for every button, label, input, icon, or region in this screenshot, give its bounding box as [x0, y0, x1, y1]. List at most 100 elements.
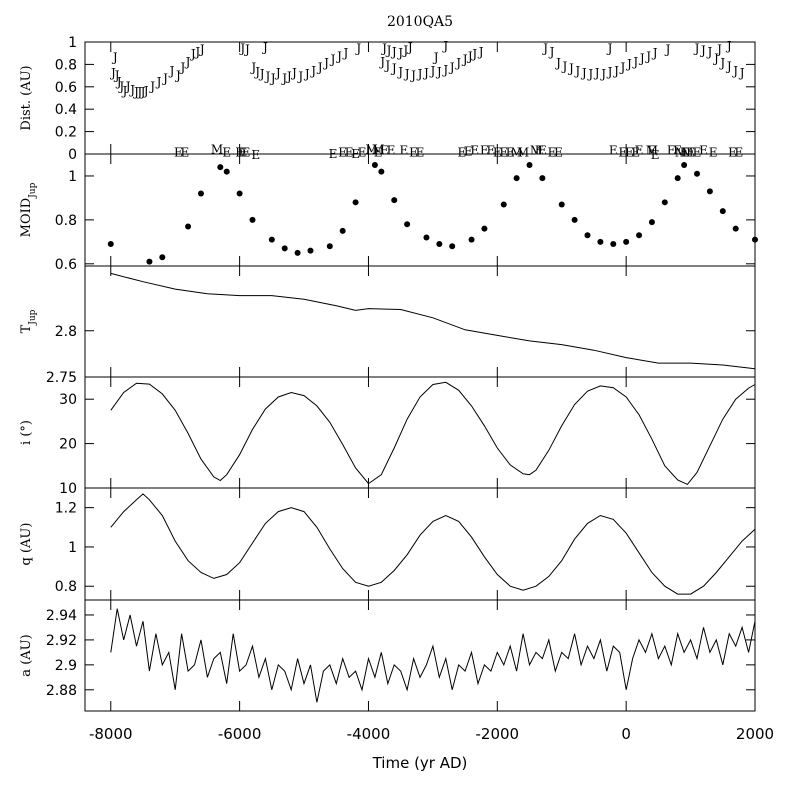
- encounter-marker-E: E: [699, 143, 708, 157]
- x-tick-label: -8000: [89, 725, 133, 743]
- encounter-marker-J: J: [155, 75, 162, 89]
- panel-q: 0.8 1 1.2 q (AU): [19, 487, 756, 601]
- encounter-marker-J: J: [396, 65, 403, 79]
- encounter-marker-E: E: [174, 146, 183, 160]
- encounter-marker-J: J: [303, 67, 310, 81]
- y-axis-label-subscript-moid: Jup: [28, 182, 38, 198]
- encounter-marker-E: E: [409, 146, 418, 160]
- y-axis-label-dist: Dist. (AU): [19, 65, 34, 130]
- encounter-marker-J: J: [406, 40, 413, 54]
- encounter-marker-J: J: [385, 44, 392, 58]
- data-point-moid: [223, 168, 230, 175]
- encounter-marker-J: J: [586, 67, 593, 81]
- encounter-marker-J: J: [296, 69, 303, 83]
- y-tick-label-dist: 0.8: [55, 57, 77, 73]
- y-axis-label-inc: i (°): [19, 420, 34, 445]
- encounter-marker-E: E: [235, 146, 244, 160]
- encounter-marker-J: J: [432, 50, 439, 64]
- encounter-marker-E: E: [345, 146, 354, 160]
- panel-frame-tjup: [84, 265, 756, 378]
- encounter-marker-J: J: [441, 39, 448, 53]
- encounter-marker-J: J: [428, 64, 435, 78]
- encounter-marker-E: E: [554, 146, 563, 160]
- x-tick-label: 0: [621, 725, 631, 743]
- data-point-moid: [371, 161, 378, 168]
- encounter-marker-J: J: [189, 47, 196, 61]
- encounter-marker-E: E: [416, 146, 425, 160]
- data-point-moid: [294, 249, 301, 256]
- encounter-marker-E: E: [506, 146, 515, 160]
- encounter-marker-E: E: [338, 146, 347, 160]
- x-tick-label: -2000: [476, 725, 520, 743]
- encounter-marker-J: J: [454, 56, 461, 70]
- y-axis-label-tjup: TJup: [19, 309, 38, 333]
- encounter-marker-E: E: [358, 146, 367, 160]
- y-tick-label-dist: 0: [68, 147, 77, 163]
- encounter-marker-J: J: [599, 67, 606, 81]
- encounter-marker-J: J: [111, 50, 118, 64]
- data-point-moid: [378, 168, 385, 175]
- y-tick-label-moid: 0.8: [55, 213, 77, 229]
- encounter-marker-J: J: [693, 41, 700, 55]
- encounter-marker-E: E: [374, 146, 383, 160]
- encounter-marker-E: E: [457, 146, 466, 160]
- encounter-marker-J: J: [541, 41, 548, 55]
- encounter-marker-E: E: [470, 143, 479, 157]
- encounter-marker-J: J: [316, 61, 323, 75]
- data-point-moid: [610, 241, 617, 248]
- data-point-moid: [558, 201, 565, 208]
- encounter-marker-J: J: [567, 62, 574, 76]
- panel-a: 2.88 2.9 2.92 2.94 a (AU): [19, 599, 756, 712]
- data-point-moid: [197, 190, 204, 197]
- data-point-moid: [719, 208, 726, 215]
- encounter-marker-J: J: [664, 43, 671, 57]
- encounter-marker-J: J: [184, 55, 191, 69]
- encounter-marker-E: E: [680, 146, 689, 160]
- data-point-moid: [623, 238, 630, 245]
- data-point-moid: [468, 236, 475, 243]
- encounter-marker-J: J: [335, 49, 342, 63]
- encounter-marker-J: J: [396, 46, 403, 60]
- encounter-marker-E: E: [609, 143, 618, 157]
- encounter-marker-E: E: [709, 146, 718, 160]
- x-tick-label: -6000: [218, 725, 262, 743]
- encounter-marker-J: J: [554, 56, 561, 70]
- data-point-moid: [326, 243, 333, 250]
- encounter-marker-E: E: [380, 143, 389, 157]
- y-tick-label-q: 1.2: [55, 501, 77, 517]
- panel-frame-inc: [84, 376, 756, 489]
- data-point-moid: [500, 201, 507, 208]
- encounter-marker-J: J: [290, 66, 297, 80]
- encounter-marker-J: J: [461, 53, 468, 67]
- encounter-marker-J: J: [715, 43, 722, 57]
- series-line-a: [110, 608, 756, 703]
- panel-frame-q: [84, 487, 756, 601]
- encounter-marker-J: J: [631, 55, 638, 69]
- data-point-moid: [661, 199, 668, 206]
- data-point-moid: [281, 245, 288, 252]
- encounter-marker-J: J: [705, 45, 712, 59]
- encounter-marker-J: J: [132, 85, 139, 99]
- data-point-moid: [648, 219, 655, 226]
- data-point-moid: [674, 175, 681, 182]
- encounter-marker-E: E: [535, 143, 544, 157]
- data-point-moid: [307, 247, 314, 254]
- data-point-moid: [423, 234, 430, 241]
- data-point-moid: [449, 243, 456, 250]
- series-line-q: [110, 493, 756, 595]
- encounter-marker-M: M: [675, 146, 687, 160]
- encounter-marker-J: J: [193, 45, 200, 59]
- encounter-marker-J: J: [261, 40, 268, 54]
- data-point-moid: [217, 164, 224, 171]
- series-line-inc: [110, 381, 756, 486]
- y-tick-label-tjup: 2.75: [46, 370, 77, 386]
- encounter-marker-J: J: [383, 58, 390, 72]
- encounter-marker-J: J: [115, 75, 122, 89]
- encounter-marker-J: J: [280, 72, 287, 86]
- encounter-marker-J: J: [142, 84, 149, 98]
- encounter-marker-M: M: [372, 142, 384, 156]
- y-tick-label-dist: 1: [68, 35, 77, 51]
- y-tick-label-dist: 0.2: [55, 125, 77, 141]
- encounter-marker-J: J: [448, 61, 455, 75]
